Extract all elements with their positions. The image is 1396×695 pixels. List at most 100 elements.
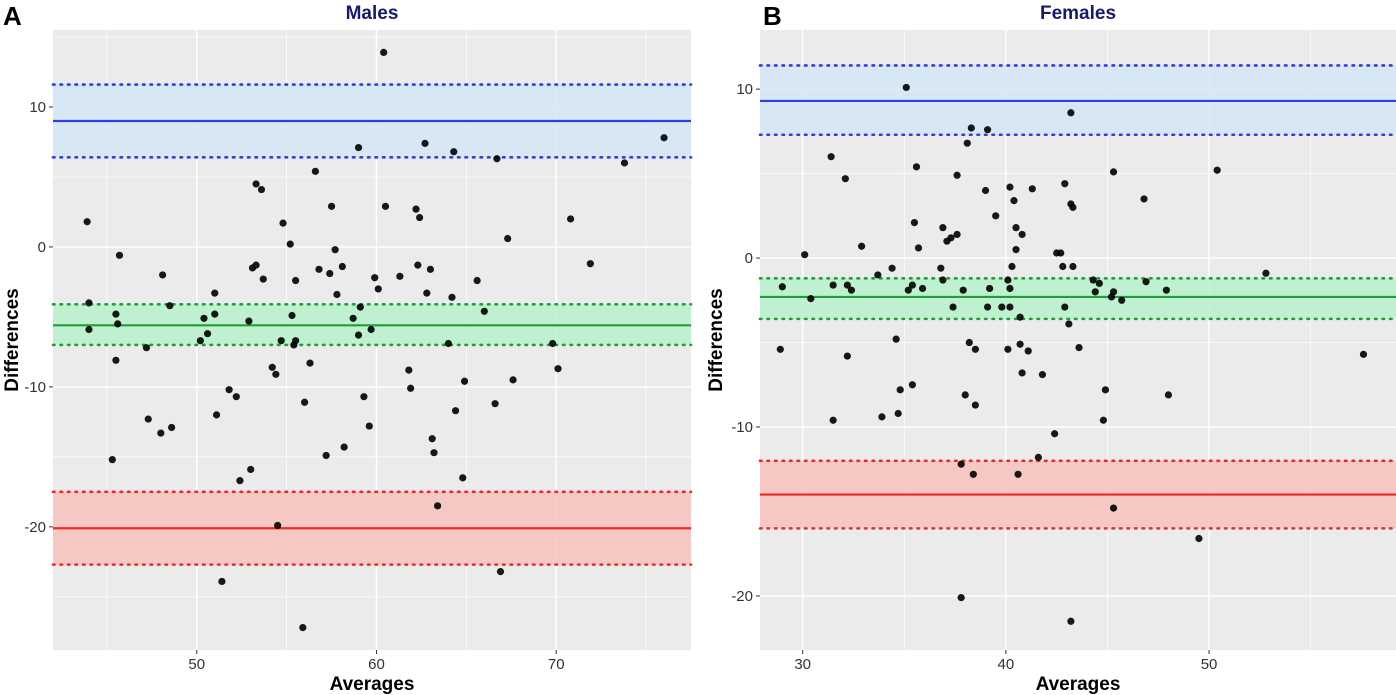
points-females — [776, 83, 1368, 625]
data-point — [338, 262, 346, 271]
data-point — [549, 339, 557, 348]
data-point — [448, 293, 456, 301]
data-point — [1069, 203, 1077, 211]
x-tick-label: 30 — [794, 656, 811, 673]
data-point — [196, 337, 204, 345]
data-point — [912, 163, 921, 171]
data-point — [496, 568, 505, 576]
data-point — [1012, 224, 1020, 232]
data-point — [902, 83, 910, 92]
data-point — [112, 310, 120, 318]
data-point — [827, 153, 835, 161]
data-point — [430, 449, 438, 457]
data-point — [1051, 430, 1059, 438]
bias-band — [760, 278, 1396, 319]
y-tick-label: 10 — [29, 99, 46, 116]
data-point — [1008, 262, 1016, 271]
data-point — [311, 167, 319, 175]
data-point — [1109, 504, 1118, 512]
data-point — [451, 407, 460, 415]
data-point — [961, 391, 969, 399]
x-tick-label: 60 — [368, 656, 385, 673]
data-point — [1012, 246, 1020, 254]
data-point — [857, 242, 866, 250]
data-point — [491, 400, 499, 408]
x-tick-label: 50 — [1201, 656, 1218, 673]
data-point — [1059, 262, 1067, 271]
data-point — [292, 337, 300, 345]
data-point — [211, 310, 219, 318]
bands-females — [758, 64, 1396, 530]
panel-label-b: B — [763, 1, 782, 31]
data-point — [981, 186, 990, 195]
data-point — [1016, 313, 1024, 321]
data-point — [354, 143, 363, 152]
data-point — [1006, 183, 1014, 191]
data-point — [299, 624, 307, 632]
data-point — [509, 376, 517, 384]
data-point — [998, 303, 1006, 311]
data-point — [108, 456, 116, 464]
data-point — [218, 577, 226, 586]
data-point — [908, 281, 916, 289]
data-point — [473, 276, 481, 285]
data-point — [114, 320, 122, 328]
data-point — [992, 212, 1000, 220]
data-point — [586, 260, 594, 268]
data-point — [428, 435, 436, 443]
x-ticks-females: 30 40 50 — [794, 650, 1217, 673]
data-point — [421, 139, 429, 147]
y-ticks-females: -20 -10 0 10 — [731, 81, 760, 605]
data-point — [115, 251, 124, 259]
data-point — [801, 251, 809, 259]
data-point — [874, 271, 882, 279]
data-point — [1014, 470, 1022, 478]
data-point — [918, 284, 927, 293]
data-point — [1142, 278, 1150, 286]
data-point — [953, 230, 961, 239]
data-point — [493, 155, 501, 163]
data-point — [1034, 453, 1042, 462]
data-point — [331, 246, 339, 254]
data-point — [566, 215, 575, 223]
y-tick-label: -10 — [24, 379, 46, 396]
data-point — [1089, 276, 1097, 284]
data-point — [356, 303, 364, 311]
data-point — [367, 325, 375, 334]
data-point — [371, 274, 379, 282]
data-point — [1028, 185, 1036, 193]
data-point — [843, 352, 851, 360]
data-point — [480, 307, 488, 315]
data-point — [983, 126, 992, 134]
data-point — [1010, 197, 1018, 205]
data-point — [460, 377, 469, 385]
data-point — [910, 218, 919, 227]
data-point — [433, 502, 442, 510]
data-point — [232, 393, 240, 401]
y-axis-title-females: Differences — [706, 288, 727, 392]
data-point — [414, 261, 422, 269]
data-point — [144, 415, 152, 423]
data-point — [245, 317, 253, 325]
data-point — [274, 521, 282, 530]
points-males — [83, 48, 668, 632]
data-point — [272, 370, 280, 378]
data-point — [1069, 262, 1077, 271]
y-axis-title-males: Differences — [2, 288, 23, 392]
data-point — [620, 159, 629, 167]
data-point — [947, 234, 955, 242]
data-point — [423, 289, 431, 297]
data-point — [83, 218, 91, 226]
data-point — [381, 202, 390, 210]
data-point — [778, 283, 786, 291]
data-point — [937, 264, 945, 272]
x-tick-label: 40 — [998, 656, 1015, 673]
data-point — [407, 384, 415, 392]
data-point — [326, 269, 334, 278]
data-point — [878, 413, 886, 421]
data-point — [166, 302, 174, 310]
data-point — [396, 272, 404, 280]
data-point — [1065, 320, 1073, 328]
panel-label-a: A — [3, 1, 22, 31]
